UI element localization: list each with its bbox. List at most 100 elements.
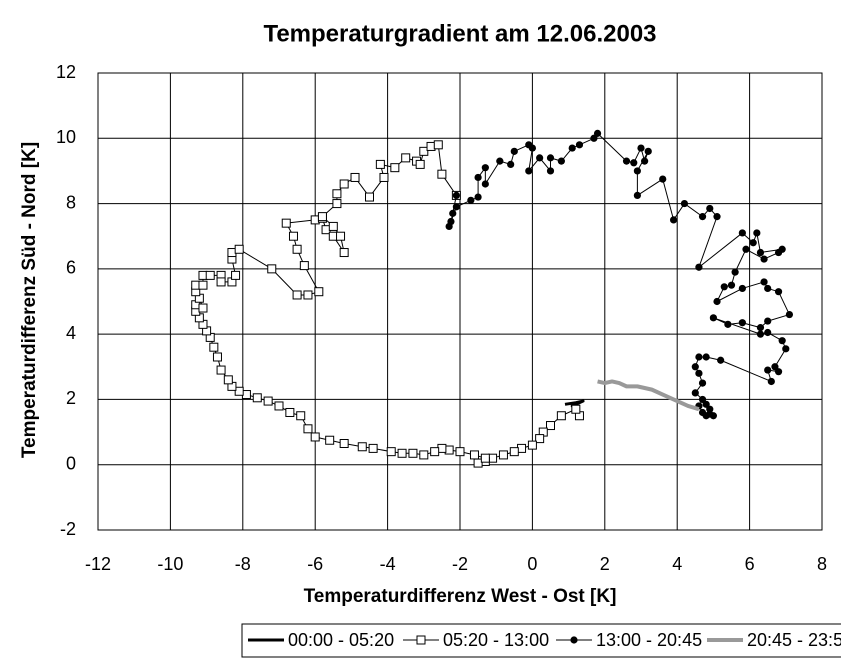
square-marker xyxy=(397,448,407,458)
square-marker xyxy=(379,172,389,182)
legend-marker xyxy=(570,636,578,644)
square-marker xyxy=(509,447,519,457)
square-marker xyxy=(303,290,313,300)
x-tick-label: 2 xyxy=(600,554,610,574)
x-tick-label: 6 xyxy=(745,554,755,574)
circle-marker xyxy=(633,191,641,200)
circle-marker xyxy=(738,284,746,293)
circle-marker xyxy=(727,281,736,289)
square-marker xyxy=(296,411,306,421)
x-tick-label: -8 xyxy=(235,554,251,574)
x-tick-label: -10 xyxy=(157,554,183,574)
circle-marker xyxy=(593,129,602,137)
y-tick-label: 10 xyxy=(56,127,76,147)
square-marker xyxy=(419,146,429,156)
circle-marker xyxy=(510,147,518,155)
square-marker xyxy=(198,280,208,290)
square-marker xyxy=(299,261,309,271)
circle-marker xyxy=(557,157,565,165)
square-marker xyxy=(469,450,479,460)
circle-marker xyxy=(445,222,453,231)
circle-marker xyxy=(756,330,765,338)
square-marker xyxy=(498,450,508,460)
circle-marker xyxy=(774,248,783,257)
circle-marker xyxy=(641,157,649,165)
square-marker xyxy=(339,179,349,189)
circle-marker xyxy=(695,369,703,377)
square-marker xyxy=(339,248,349,258)
circle-marker xyxy=(720,283,728,291)
square-marker xyxy=(357,442,367,452)
y-tick-label: 6 xyxy=(66,258,76,278)
circle-marker xyxy=(698,213,707,221)
circle-marker xyxy=(630,159,638,167)
x-tick-label: -2 xyxy=(452,554,468,574)
circle-marker xyxy=(481,180,489,188)
square-marker xyxy=(205,270,215,280)
y-tick-label: 4 xyxy=(66,323,76,343)
square-marker xyxy=(317,212,327,222)
square-marker xyxy=(281,218,291,228)
circle-marker xyxy=(481,164,489,172)
circle-marker xyxy=(764,366,772,374)
y-tick-label: 2 xyxy=(66,388,76,408)
square-marker xyxy=(209,342,219,352)
y-tick-label: 0 xyxy=(66,453,76,473)
series-line xyxy=(597,379,700,412)
circle-marker xyxy=(644,147,652,155)
square-marker xyxy=(274,401,284,411)
circle-marker xyxy=(774,288,783,296)
circle-marker xyxy=(467,196,475,204)
circle-marker xyxy=(713,297,721,306)
circle-marker xyxy=(452,191,460,200)
square-marker xyxy=(212,352,222,362)
circle-marker xyxy=(452,203,460,211)
square-marker xyxy=(365,192,374,202)
circle-marker xyxy=(449,209,457,217)
circle-marker xyxy=(717,356,725,364)
circle-marker xyxy=(669,216,678,224)
y-axis-title: Temperaturdifferenz Süd - Nord [K] xyxy=(19,142,40,458)
circle-marker xyxy=(698,379,707,387)
square-marker xyxy=(401,153,411,163)
square-marker xyxy=(328,221,338,231)
circle-marker xyxy=(753,229,761,237)
circle-marker xyxy=(622,157,631,165)
x-tick-label: -4 xyxy=(380,554,396,574)
square-marker xyxy=(303,424,313,434)
square-marker xyxy=(223,375,233,385)
circle-marker xyxy=(659,175,667,183)
circle-marker xyxy=(546,167,555,175)
x-axis-title: Temperaturdifferenz West - Ost [K] xyxy=(304,586,617,607)
square-marker xyxy=(386,447,396,457)
legend-marker xyxy=(416,635,426,645)
circle-marker xyxy=(507,160,515,168)
square-marker xyxy=(310,432,320,442)
square-marker xyxy=(430,447,440,457)
square-marker xyxy=(336,231,346,241)
circle-marker xyxy=(764,317,772,325)
circle-marker xyxy=(546,154,555,162)
square-marker xyxy=(325,435,335,445)
square-marker xyxy=(556,411,566,421)
square-marker xyxy=(535,434,545,444)
square-marker xyxy=(231,270,241,280)
chart-title: Temperaturgradient am 12.06.2003 xyxy=(263,20,656,47)
square-marker xyxy=(267,264,277,274)
square-marker xyxy=(455,447,465,457)
legend-label: 13:00 - 20:45 xyxy=(596,630,702,650)
circle-marker xyxy=(774,368,783,376)
square-marker xyxy=(234,244,244,254)
circle-marker xyxy=(528,144,537,152)
square-marker xyxy=(216,365,226,375)
square-marker xyxy=(332,189,342,199)
circle-marker xyxy=(474,173,482,182)
square-marker xyxy=(216,277,226,287)
circle-marker xyxy=(496,157,504,165)
square-marker xyxy=(546,421,555,431)
circle-marker xyxy=(706,204,714,213)
x-tick-label: 8 xyxy=(817,554,827,574)
circle-marker xyxy=(691,389,699,397)
